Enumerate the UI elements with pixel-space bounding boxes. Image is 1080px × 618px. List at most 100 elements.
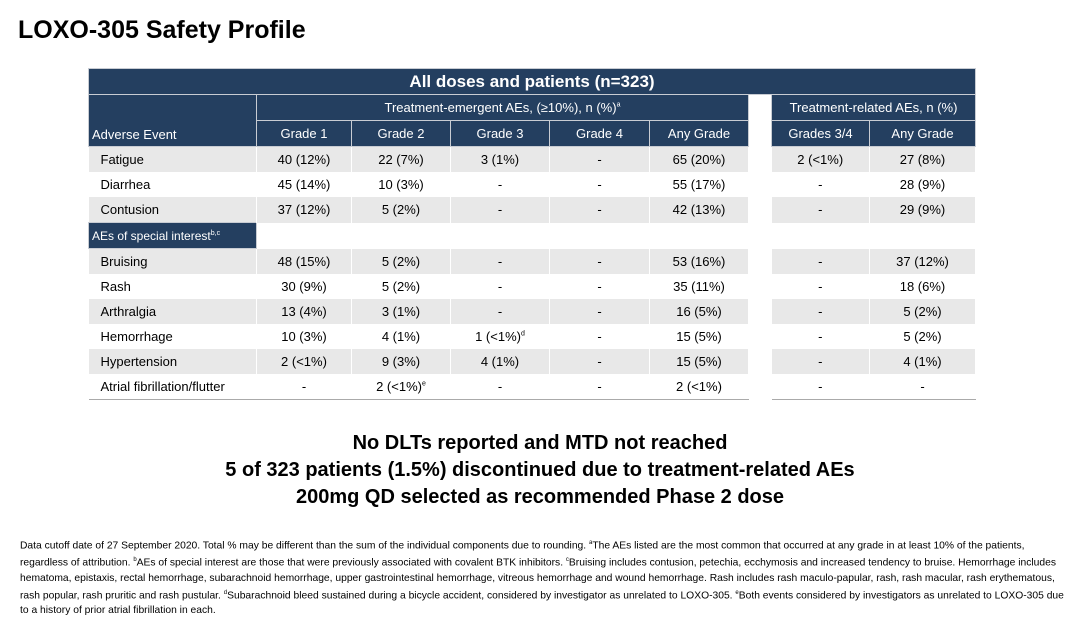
page-title: LOXO-305 Safety Profile xyxy=(18,16,306,44)
table-row: Arthralgia 13 (4%) 3 (1%) - -16 (5%) -5 (2%) xyxy=(88,299,976,324)
column-header: Grades 3/4 xyxy=(771,120,870,147)
table-cell: - xyxy=(549,324,650,349)
table-cell: 35 (11%) xyxy=(649,274,749,299)
table-cell: - xyxy=(771,349,870,374)
table-cell: 2 (<1%)e xyxy=(351,374,451,400)
table-cell: 37 (12%) xyxy=(869,248,976,274)
table-cell: - xyxy=(549,374,650,400)
table-cell: 1 (<1%)d xyxy=(450,324,550,349)
row-header: Adverse Event xyxy=(88,94,257,147)
group-header-emergent: Treatment-emergent AEs, (≥10%), n (%)a xyxy=(256,94,749,121)
table-cell: - xyxy=(771,299,870,324)
table-cell: 40 (12%) xyxy=(256,146,352,172)
table-cell: 16 (5%) xyxy=(649,299,749,324)
column-header: Any Grade xyxy=(649,120,749,147)
table-cell: 5 (2%) xyxy=(869,324,976,349)
summary-line: No DLTs reported and MTD not reached xyxy=(352,432,728,454)
table-cell: 18 (6%) xyxy=(869,274,976,299)
table-cell: - xyxy=(450,197,550,223)
table-row: Atrial fibrillation/flutter -2 (<1%)e - -2 … xyxy=(88,374,976,400)
adverse-event-name: Arthralgia xyxy=(88,299,257,324)
column-header: Grade 2 xyxy=(351,120,451,147)
table-cell: 2 (<1%) xyxy=(649,374,749,400)
table-cell: - xyxy=(450,172,550,197)
table-cell: 4 (1%) xyxy=(351,324,451,349)
table-cell: 45 (14%) xyxy=(256,172,352,197)
table-cell: - xyxy=(869,374,976,400)
column-header: Any Grade xyxy=(869,120,976,147)
table-row: Hypertension 2 (<1%) 9 (3%) 4 (1%) -15 (5%) -… xyxy=(88,349,976,374)
adverse-event-name: Bruising xyxy=(88,248,257,274)
table-cell: 5 (2%) xyxy=(351,248,451,274)
safety-table: All doses and patients (n=323) Adverse E… xyxy=(88,68,976,400)
summary-line: 5 of 323 patients (1.5%) discontinued du… xyxy=(225,459,855,481)
table-cell: 22 (7%) xyxy=(351,146,451,172)
adverse-event-name: Contusion xyxy=(88,197,257,223)
table-cell: - xyxy=(771,324,870,349)
table-cell: - xyxy=(771,248,870,274)
table-cell: 29 (9%) xyxy=(869,197,976,223)
table-cell: 4 (1%) xyxy=(450,349,550,374)
table-cell: - xyxy=(549,274,650,299)
table-cell: 10 (3%) xyxy=(351,172,451,197)
table-row: Diarrhea 45 (14%) 10 (3%) - -55 (17%) -28 (9%… xyxy=(88,172,976,197)
footnote: Data cutoff date of 27 September 2020. T… xyxy=(20,540,1064,617)
table-cell: 15 (5%) xyxy=(649,324,749,349)
table-row: Bruising 48 (15%) 5 (2%) - -53 (16%) -37 (12%… xyxy=(88,248,976,274)
table-cell: 5 (2%) xyxy=(351,274,451,299)
table-cell: 15 (5%) xyxy=(649,349,749,374)
table-cell: 13 (4%) xyxy=(256,299,352,324)
adverse-event-name: Diarrhea xyxy=(88,172,257,197)
table-cell: 53 (16%) xyxy=(649,248,749,274)
table-cell: 2 (<1%) xyxy=(771,146,870,172)
table-cell: 27 (8%) xyxy=(869,146,976,172)
table-cell: - xyxy=(450,274,550,299)
table-cell: 5 (2%) xyxy=(351,197,451,223)
summary: No DLTs reported and MTD not reached 5 o… xyxy=(0,430,1080,511)
table-cell: 65 (20%) xyxy=(649,146,749,172)
table-row: Fatigue 40 (12%) 22 (7%) 3 (1%) -65 (20%) 2 (… xyxy=(88,146,976,172)
table-cell: - xyxy=(549,248,650,274)
column-header: Grade 4 xyxy=(549,120,650,147)
table-cell: - xyxy=(549,299,650,324)
table-cell: 37 (12%) xyxy=(256,197,352,223)
adverse-event-name: Hypertension xyxy=(88,349,257,374)
table-cell: 10 (3%) xyxy=(256,324,352,349)
summary-line: 200mg QD selected as recommended Phase 2… xyxy=(296,486,784,508)
column-header: Grade 3 xyxy=(450,120,550,147)
table-cell: - xyxy=(450,299,550,324)
column-header: Grade 1 xyxy=(256,120,352,147)
table-cell: - xyxy=(549,197,650,223)
table-row: Contusion 37 (12%) 5 (2%) - -42 (13%) -29 (9%… xyxy=(88,197,976,223)
table-cell: - xyxy=(450,248,550,274)
table-cell: 55 (17%) xyxy=(649,172,749,197)
group-header-related: Treatment-related AEs, n (%) xyxy=(771,94,976,121)
table-row: Rash 30 (9%) 5 (2%) - -35 (11%) -18 (6%) xyxy=(88,274,976,299)
table-cell: - xyxy=(771,197,870,223)
table-cell: 2 (<1%) xyxy=(256,349,352,374)
table-caption: All doses and patients (n=323) xyxy=(88,68,976,95)
table-cell: 3 (1%) xyxy=(351,299,451,324)
table-cell: 28 (9%) xyxy=(869,172,976,197)
adverse-event-name: Rash xyxy=(88,274,257,299)
table-cell: 30 (9%) xyxy=(256,274,352,299)
table-row: Hemorrhage 10 (3%) 4 (1%) 1 (<1%)d -15 (5%) -… xyxy=(88,324,976,349)
table-cell: - xyxy=(549,172,650,197)
table-cell: - xyxy=(771,274,870,299)
table-cell: - xyxy=(549,146,650,172)
table-cell: 48 (15%) xyxy=(256,248,352,274)
table-cell: - xyxy=(771,172,870,197)
table-cell: 3 (1%) xyxy=(450,146,550,172)
table-cell: 9 (3%) xyxy=(351,349,451,374)
table-cell: - xyxy=(450,374,550,400)
section-header-special-interest: AEs of special interestb,c xyxy=(88,222,257,249)
table-cell: 5 (2%) xyxy=(869,299,976,324)
table-cell: - xyxy=(549,349,650,374)
table-cell: 4 (1%) xyxy=(869,349,976,374)
adverse-event-name: Hemorrhage xyxy=(88,324,257,349)
adverse-event-name: Atrial fibrillation/flutter xyxy=(88,374,257,400)
adverse-event-name: Fatigue xyxy=(88,146,257,172)
table-cell: - xyxy=(256,374,352,400)
table-cell: 42 (13%) xyxy=(649,197,749,223)
table-cell: - xyxy=(771,374,870,400)
